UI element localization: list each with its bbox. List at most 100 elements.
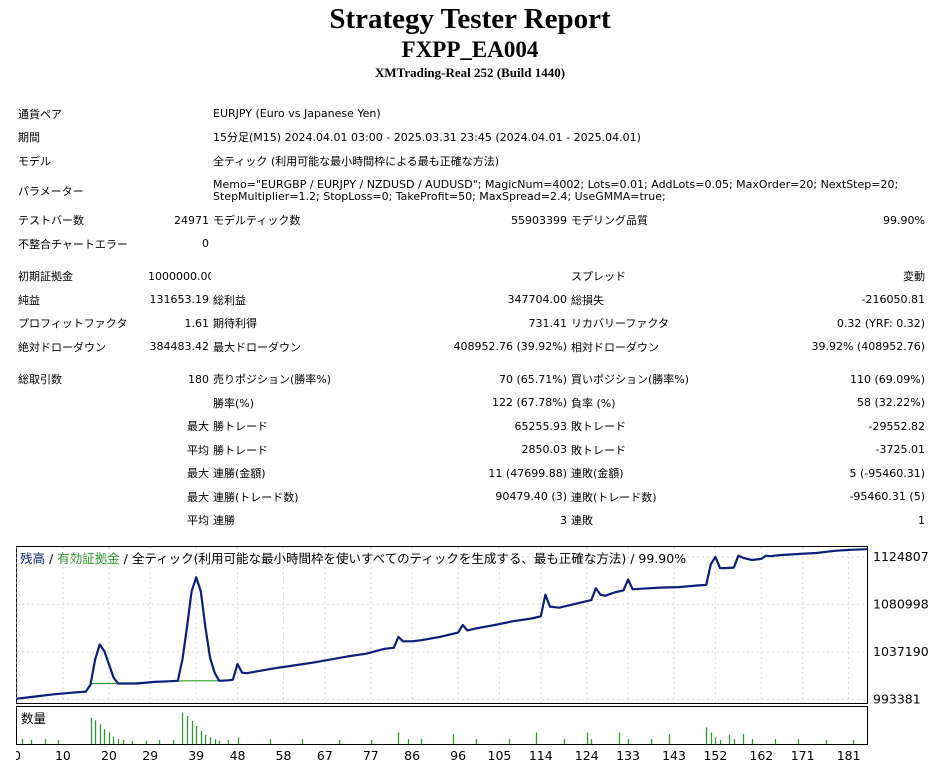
net-label: 純益 (18, 293, 40, 307)
gross-profit-value: 347704.00 (507, 293, 568, 307)
rel-dd-value: 39.92% (408952.76) (811, 340, 925, 354)
short-value: 70 (65.71%) (498, 372, 567, 386)
mismatch-value: 0 (202, 237, 209, 251)
model-label: モデル (18, 154, 51, 168)
x-tick-label: 77 (363, 748, 379, 763)
bars-value: 24971 (174, 213, 209, 227)
row-period: 期間 15分足(M15) 2024.04.01 03:00 - 2025.03.… (16, 126, 927, 150)
trades-label: 総取引数 (18, 373, 62, 387)
gross-loss-label: 総損失 (571, 293, 604, 307)
y-tick-label: 1037190 (873, 644, 929, 659)
winrate-label: 勝率(%) (213, 396, 255, 410)
legend-equity: 有効証拠金 (57, 551, 120, 566)
lossrate-value: 58 (32.22%) (856, 396, 925, 410)
row-average: 平均 勝トレード 2850.03 敗トレード -3725.01 (16, 438, 927, 462)
recovery-label: リカバリーファクタ (571, 317, 669, 331)
volume-label: 数量 (21, 711, 46, 726)
row-max-cons-profit: 最大 連勝(トレード数) 90479.40 (3) 連敗(トレード数) -954… (16, 485, 927, 509)
pair-label: 通貨ペア (18, 107, 62, 121)
short-label: 売りポジション(勝率%) (213, 373, 332, 387)
balance-line (16, 548, 868, 700)
avg-cons-prefix: 平均 (187, 514, 209, 528)
legend-balance: 残高 (20, 551, 45, 566)
avg-win-label: 勝トレード (213, 443, 268, 457)
row-winrate: 勝率(%) 122 (67.78%) 負率 (%) 58 (32.22%) (16, 391, 927, 415)
lossrate-label: 負率 (%) (571, 396, 616, 410)
avg-loss-value: -3725.01 (875, 443, 925, 457)
x-tick-label: 20 (101, 748, 117, 763)
deposit-value: 1000000.00 (148, 269, 211, 283)
x-tick-label: 10 (55, 748, 71, 763)
equity-line (90, 680, 224, 685)
max-dd-value: 408952.76 (39.92%) (453, 340, 567, 354)
avg-cons-wins-value: 3 (560, 513, 567, 527)
largest-loss-label: 敗トレード (571, 420, 626, 434)
volume-plot-frame (16, 706, 868, 745)
y-tick-label: 1080998 (873, 596, 929, 611)
x-tick-label: 67 (317, 748, 333, 763)
row-pair: 通貨ペア EURJPY (Euro vs Japanese Yen) (16, 102, 927, 126)
x-tick-label: 96 (450, 748, 466, 763)
x-tick-label: 29 (142, 748, 158, 763)
y-tick-labels: 1124807 1080998 1037190 993381 (873, 549, 929, 706)
main-plot-frame (16, 546, 868, 704)
params-label: パラメーター (18, 184, 84, 198)
model-value: 全ティック (利用可能な最小時間枠による最も正確な方法) (213, 154, 500, 168)
quality-value: 99.90% (883, 213, 925, 227)
max-cons-wins-value: 11 (47699.88) (488, 466, 567, 480)
row-mismatch: 不整合チャートエラー 0 (16, 232, 927, 256)
row-max-cons-wins: 最大 連勝(金額) 11 (47699.88) 連敗(金額) 5 (-95460… (16, 462, 927, 486)
average-prefix: 平均 (187, 443, 209, 457)
legend-separator-2: / (120, 551, 132, 566)
max-cons-profit-prefix: 最大 (187, 490, 209, 504)
rel-dd-label: 相対ドローダウン (571, 340, 659, 354)
pair-value: EURJPY (Euro vs Japanese Yen) (213, 107, 381, 121)
max-cons-losses-value: 5 (-95460.31) (849, 466, 925, 480)
row-net: 純益 131653.19 総利益 347704.00 総損失 -216050.8… (16, 288, 927, 312)
pf-value: 1.61 (184, 316, 210, 330)
x-tick-label: 39 (188, 748, 204, 763)
spread-label: スプレッド (571, 270, 626, 284)
row-model: モデル 全ティック (利用可能な最小時間枠による最も正確な方法) (16, 149, 927, 173)
largest-win-value: 65255.93 (514, 419, 568, 433)
gross-loss-value: -216050.81 (861, 293, 925, 307)
abs-dd-label: 絶対ドローダウン (18, 340, 106, 354)
largest-win-label: 勝トレード (213, 420, 268, 434)
x-tick-label: 143 (662, 748, 686, 763)
params-line-1: Memo="EURGBP / EURJPY / NZDUSD / AUDUSD"… (213, 177, 899, 191)
params-value: Memo="EURGBP / EURJPY / NZDUSD / AUDUSD"… (211, 173, 927, 209)
row-largest: 最大 勝トレード 65255.93 敗トレード -29552.82 (16, 415, 927, 439)
pf-label: プロフィットファクタ (18, 317, 128, 331)
x-tick-label: 58 (276, 748, 292, 763)
max-dd-label: 最大ドローダウン (213, 340, 301, 354)
gross-profit-label: 総利益 (213, 293, 246, 307)
deposit-label: 初期証拠金 (18, 270, 73, 284)
winrate-value: 122 (67.78%) (491, 396, 567, 410)
max-cons-prefix: 最大 (187, 467, 209, 481)
long-label: 買いポジション(勝率%) (571, 373, 690, 387)
row-bars: テストバー数 24971 モデルティック数 55903399 モデリング品質 9… (16, 209, 927, 233)
row-trades: 総取引数 180 売りポジション(勝率%) 70 (65.71%) 買いポジショ… (16, 368, 927, 392)
bars-label: テストバー数 (18, 214, 84, 228)
y-tick-label: 993381 (873, 691, 921, 706)
x-tick-label: 0 (16, 748, 21, 763)
net-value: 131653.19 (149, 293, 210, 307)
chart-legend: 残高 / 有効証拠金 / 全ティック(利用可能な最小時間枠を使いすべてのティック… (20, 551, 686, 566)
largest-loss-value: -29552.82 (868, 419, 925, 433)
period-label: 期間 (18, 131, 40, 145)
balance-chart: 1124807 1080998 1037190 993381 0 10 20 29 39 48 5… (13, 546, 940, 763)
period-value: 15分足(M15) 2024.04.01 03:00 - 2025.03.31 … (213, 131, 641, 145)
legend-model-quality: 全ティック(利用可能な最小時間枠を使いすべてのティックを生成する、最も正確な方法… (132, 551, 686, 566)
avg-win-value: 2850.03 (521, 443, 568, 457)
row-avg-cons: 平均 連勝 3 連敗 1 (16, 509, 927, 533)
report-title: Strategy Tester Report (329, 3, 611, 35)
x-tick-label: 86 (404, 748, 420, 763)
x-tick-label: 105 (488, 748, 512, 763)
max-cons-loss-value: -95460.31 (5) (849, 490, 925, 504)
x-tick-label: 181 (837, 748, 861, 763)
ticks-value: 55903399 (511, 213, 567, 227)
mismatch-label: 不整合チャートエラー (18, 237, 128, 251)
server-build: XMTrading-Real 252 (Build 1440) (374, 65, 566, 80)
ticks-label: モデルティック数 (213, 214, 301, 228)
balance-chart-svg: 1124807 1080998 1037190 993381 0 10 20 29 39 48 5… (13, 546, 929, 763)
